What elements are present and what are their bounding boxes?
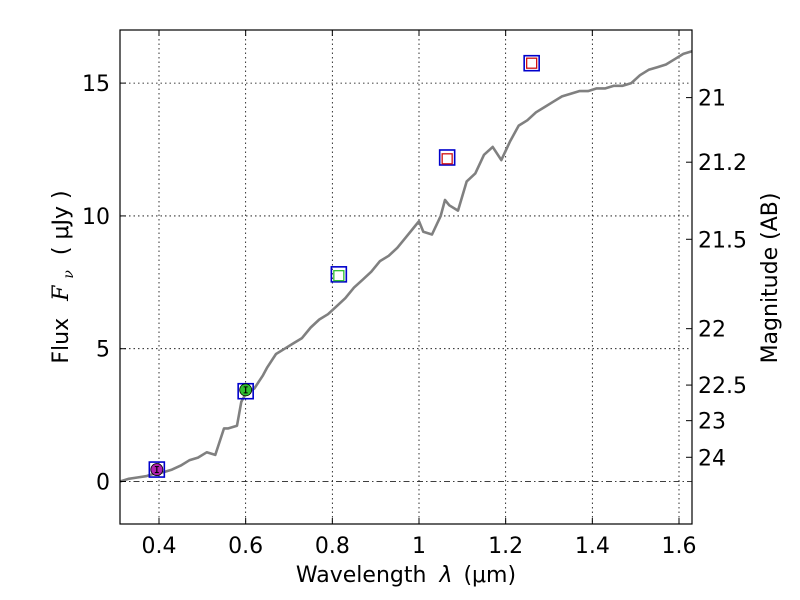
- x-tick-labels: 0.4 0.6 0.8 1 1.2 1.4 1.6: [142, 534, 697, 559]
- magnitude-tick-labels: 21 21.2 21.5 22 22.5 23 24: [698, 87, 747, 472]
- photometry-points: [148, 54, 540, 478]
- magnitude-tick-label: 22.5: [698, 374, 747, 399]
- x-tick-label: 1: [412, 534, 426, 559]
- magnitude-tick-label: 21: [698, 87, 726, 112]
- y-axis-label: Flux F ν ( μJy ): [49, 190, 79, 363]
- observed-photometry-square: [441, 153, 453, 165]
- y-axis-label-symbol: F: [49, 285, 74, 302]
- model-photometry-box: [148, 461, 166, 478]
- magnitude-tick-label: 22: [698, 318, 726, 343]
- y-axis-label-prefix: Flux: [49, 318, 74, 364]
- plot-frame: [119, 29, 693, 525]
- magnitude-tick-label: 23: [698, 410, 726, 435]
- x-tick-label: 0.8: [315, 534, 350, 559]
- model-photometry-box: [523, 54, 540, 72]
- model-photometry-box: [438, 149, 456, 166]
- y-tick-label: 10: [82, 205, 110, 230]
- magnitude-axis-label: Magnitude (AB): [758, 193, 783, 364]
- x-tick-label: 1.2: [488, 534, 523, 559]
- y-axis-label-unit: ( μJy ): [49, 190, 74, 255]
- spectrum-line: [119, 49, 693, 483]
- model-photometry-box: [330, 266, 348, 283]
- x-axis-label-unit: (μm): [463, 563, 516, 588]
- magnitude-tick-label: 21.5: [698, 228, 747, 253]
- y-tick-label: 0: [96, 471, 110, 496]
- observed-photometry-square: [526, 57, 538, 69]
- y-axis-label-subscript: ν: [61, 270, 77, 279]
- x-tick-label: 0.4: [142, 534, 177, 559]
- x-axis-label-symbol: λ: [438, 563, 452, 588]
- y-tick-label: 5: [96, 338, 110, 363]
- y-tick-labels: 0 5 10 15: [82, 72, 110, 495]
- x-axis-label-prefix: Wavelength: [296, 563, 427, 588]
- x-tick-label: 1.4: [575, 534, 610, 559]
- grid-lines: [120, 30, 692, 524]
- observed-photometry-square: [333, 270, 345, 282]
- x-tick-label: 0.6: [228, 534, 263, 559]
- magnitude-tick-label: 21.2: [698, 151, 747, 176]
- magnitude-tick-label: 24: [698, 446, 726, 471]
- tick-marks: [120, 30, 692, 524]
- x-tick-label: 1.6: [662, 534, 697, 559]
- y-tick-label: 15: [82, 72, 110, 97]
- x-axis-label: Wavelength λ (μm): [296, 563, 516, 588]
